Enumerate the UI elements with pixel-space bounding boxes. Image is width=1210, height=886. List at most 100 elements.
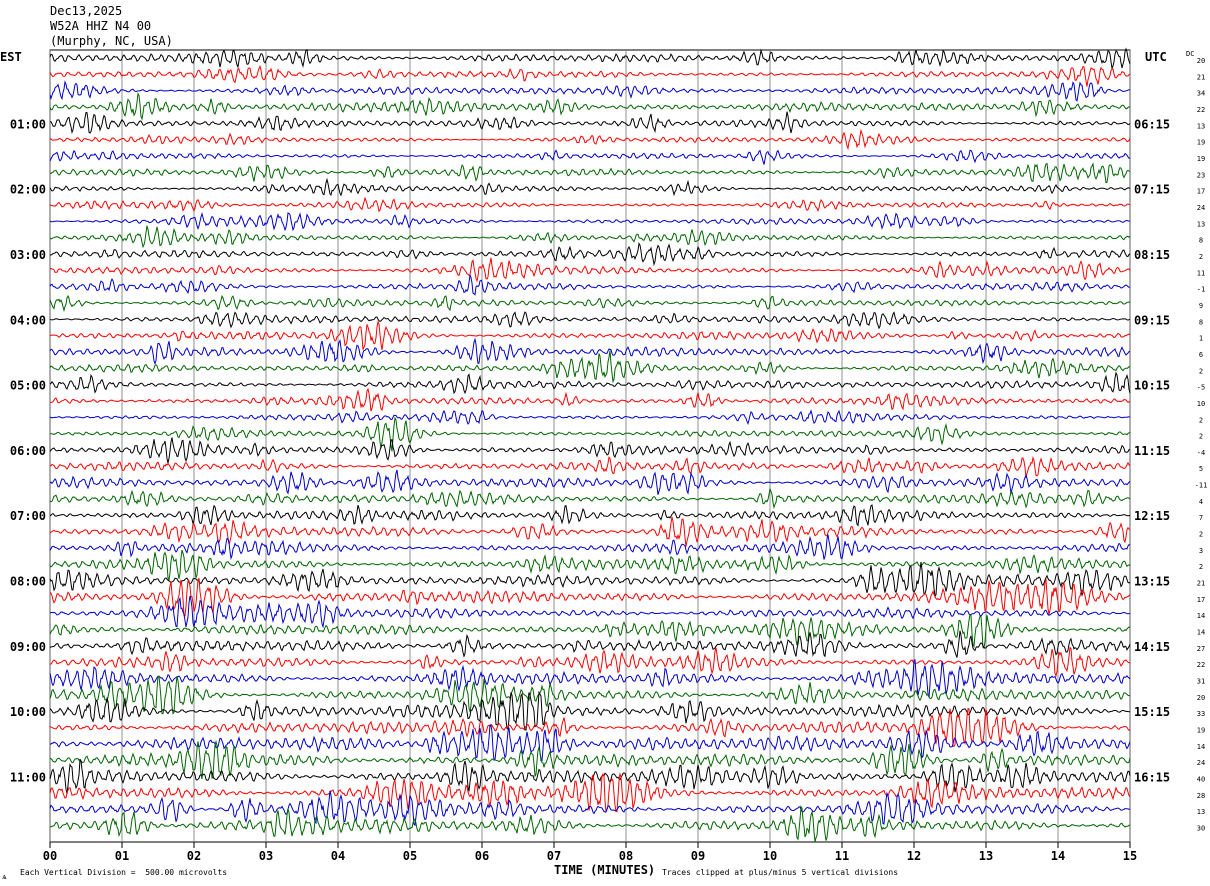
- utc-hour-label: 09:15: [1134, 313, 1170, 327]
- est-hour-label: 02:00: [10, 183, 46, 197]
- seismic-trace: [49, 561, 1131, 598]
- seismic-trace: [49, 257, 1131, 283]
- seismic-trace: [49, 675, 1131, 715]
- dc-offset-label: 24: [1197, 204, 1205, 212]
- dc-offset-label: 34: [1197, 90, 1205, 98]
- dc-offset-label: 24: [1197, 759, 1205, 767]
- dc-offset-label: 8: [1199, 318, 1203, 326]
- seismic-trace: [49, 92, 1130, 121]
- seismic-trace: [49, 790, 1131, 827]
- est-hour-label: 04:00: [10, 313, 46, 327]
- x-tick-label: 07: [547, 849, 561, 863]
- x-tick-label: 02: [187, 849, 201, 863]
- seismic-trace: [49, 630, 1131, 658]
- seismic-trace: [49, 416, 1131, 452]
- seismic-trace: [49, 455, 1131, 478]
- seismic-trace: [49, 659, 1131, 698]
- est-hour-label: 07:00: [10, 509, 46, 523]
- seismic-trace: [49, 409, 1131, 425]
- est-hour-label: 01:00: [10, 117, 46, 131]
- utc-hour-label: 12:15: [1134, 509, 1170, 523]
- utc-hour-label: 15:15: [1134, 705, 1170, 719]
- dc-offset-label: -1: [1197, 286, 1205, 294]
- seismic-trace: [49, 772, 1131, 814]
- seismic-trace: [49, 273, 1130, 296]
- location-label: (Murphy, NC, USA): [50, 34, 173, 48]
- utc-hour-label: 07:15: [1134, 183, 1170, 197]
- dc-offset-label: 31: [1197, 678, 1205, 686]
- dc-offset-label: 13: [1197, 122, 1205, 130]
- seismic-trace: [49, 177, 1131, 197]
- seismic-trace: [49, 128, 1131, 151]
- est-hour-label: 06:00: [10, 444, 46, 458]
- dc-offset-label: 22: [1197, 661, 1205, 669]
- seismic-trace: [49, 516, 1131, 547]
- dc-offset-label: 2: [1199, 433, 1203, 441]
- seismic-trace: [49, 320, 1131, 350]
- est-timezone-label: EST: [0, 50, 22, 64]
- dc-offset-label: 17: [1197, 188, 1205, 196]
- x-tick-label: 08: [619, 849, 633, 863]
- plot-frame: [49, 49, 1131, 843]
- x-tick-label: 00: [43, 849, 57, 863]
- utc-hour-label: 14:15: [1134, 640, 1170, 654]
- seismic-trace: [49, 577, 1131, 617]
- corner-glyph: ѧ: [2, 872, 7, 881]
- seismic-trace: [49, 387, 1131, 412]
- est-hour-label: 11:00: [10, 771, 46, 785]
- dc-offset-label: 23: [1197, 171, 1205, 179]
- seismic-trace: [49, 613, 1131, 649]
- seismic-trace: [49, 311, 1131, 330]
- dc-offset-label: 7: [1199, 514, 1203, 522]
- dc-offset-label: 19: [1197, 155, 1205, 163]
- date-label: Dec13,2025: [50, 4, 123, 18]
- seismic-trace: [49, 758, 1131, 795]
- seismic-trace: [49, 225, 1131, 249]
- seismic-trace: [49, 162, 1131, 184]
- dc-offset-label: 8: [1199, 237, 1203, 245]
- x-tick-label: 03: [259, 849, 273, 863]
- dc-offset-label: 3: [1199, 547, 1203, 555]
- dc-offset-label: 2: [1199, 367, 1203, 375]
- dc-offset-label: 2: [1199, 531, 1203, 539]
- seismic-trace: [49, 196, 1131, 213]
- seismic-trace: [49, 47, 1131, 71]
- dc-offset-label: 13: [1197, 220, 1205, 228]
- est-hour-label: 09:00: [10, 640, 46, 654]
- vertical-division-note: Each Vertical Division = 500.00 microvol…: [20, 868, 228, 877]
- dc-offset-label: 11: [1197, 269, 1205, 277]
- seismic-trace: [49, 646, 1131, 678]
- dc-offset-label: 10: [1197, 400, 1205, 408]
- utc-timezone-label: UTC: [1145, 50, 1167, 64]
- dc-offset-label: 1: [1199, 335, 1203, 343]
- seismic-trace: [49, 350, 1131, 384]
- x-tick-label: 09: [691, 849, 705, 863]
- dc-offset-label: 19: [1197, 139, 1205, 147]
- station-label: W52A HHZ N4 00: [50, 19, 152, 33]
- seismic-trace: [49, 708, 1131, 747]
- utc-hour-label: 16:15: [1134, 771, 1170, 785]
- x-tick-label: 10: [763, 849, 777, 863]
- dc-offset-label: 9: [1199, 302, 1203, 310]
- utc-hour-label: 10:15: [1134, 379, 1170, 393]
- x-tick-label: 05: [403, 849, 417, 863]
- dc-offset-label: 21: [1197, 580, 1205, 588]
- seismic-trace: [49, 534, 1131, 561]
- seismic-trace: [49, 724, 1131, 762]
- x-tick-label: 12: [907, 849, 921, 863]
- x-axis-title: TIME (MINUTES): [554, 863, 656, 877]
- seismic-trace: [49, 294, 1131, 313]
- seismic-trace: [50, 805, 1131, 843]
- dc-column-label: DC: [1186, 50, 1195, 58]
- seismic-trace: [49, 469, 1131, 495]
- dc-offset-label: -4: [1197, 449, 1205, 457]
- dc-offset-label: 6: [1199, 351, 1203, 359]
- dc-offset-label: 30: [1197, 825, 1205, 833]
- dc-offset-label: 14: [1197, 612, 1205, 620]
- seismic-trace: [49, 595, 1131, 629]
- dc-offset-label: 17: [1197, 596, 1205, 604]
- utc-hour-label: 08:15: [1134, 248, 1170, 262]
- dc-offset-label: 28: [1197, 792, 1205, 800]
- dc-offset-label: 20: [1197, 57, 1205, 65]
